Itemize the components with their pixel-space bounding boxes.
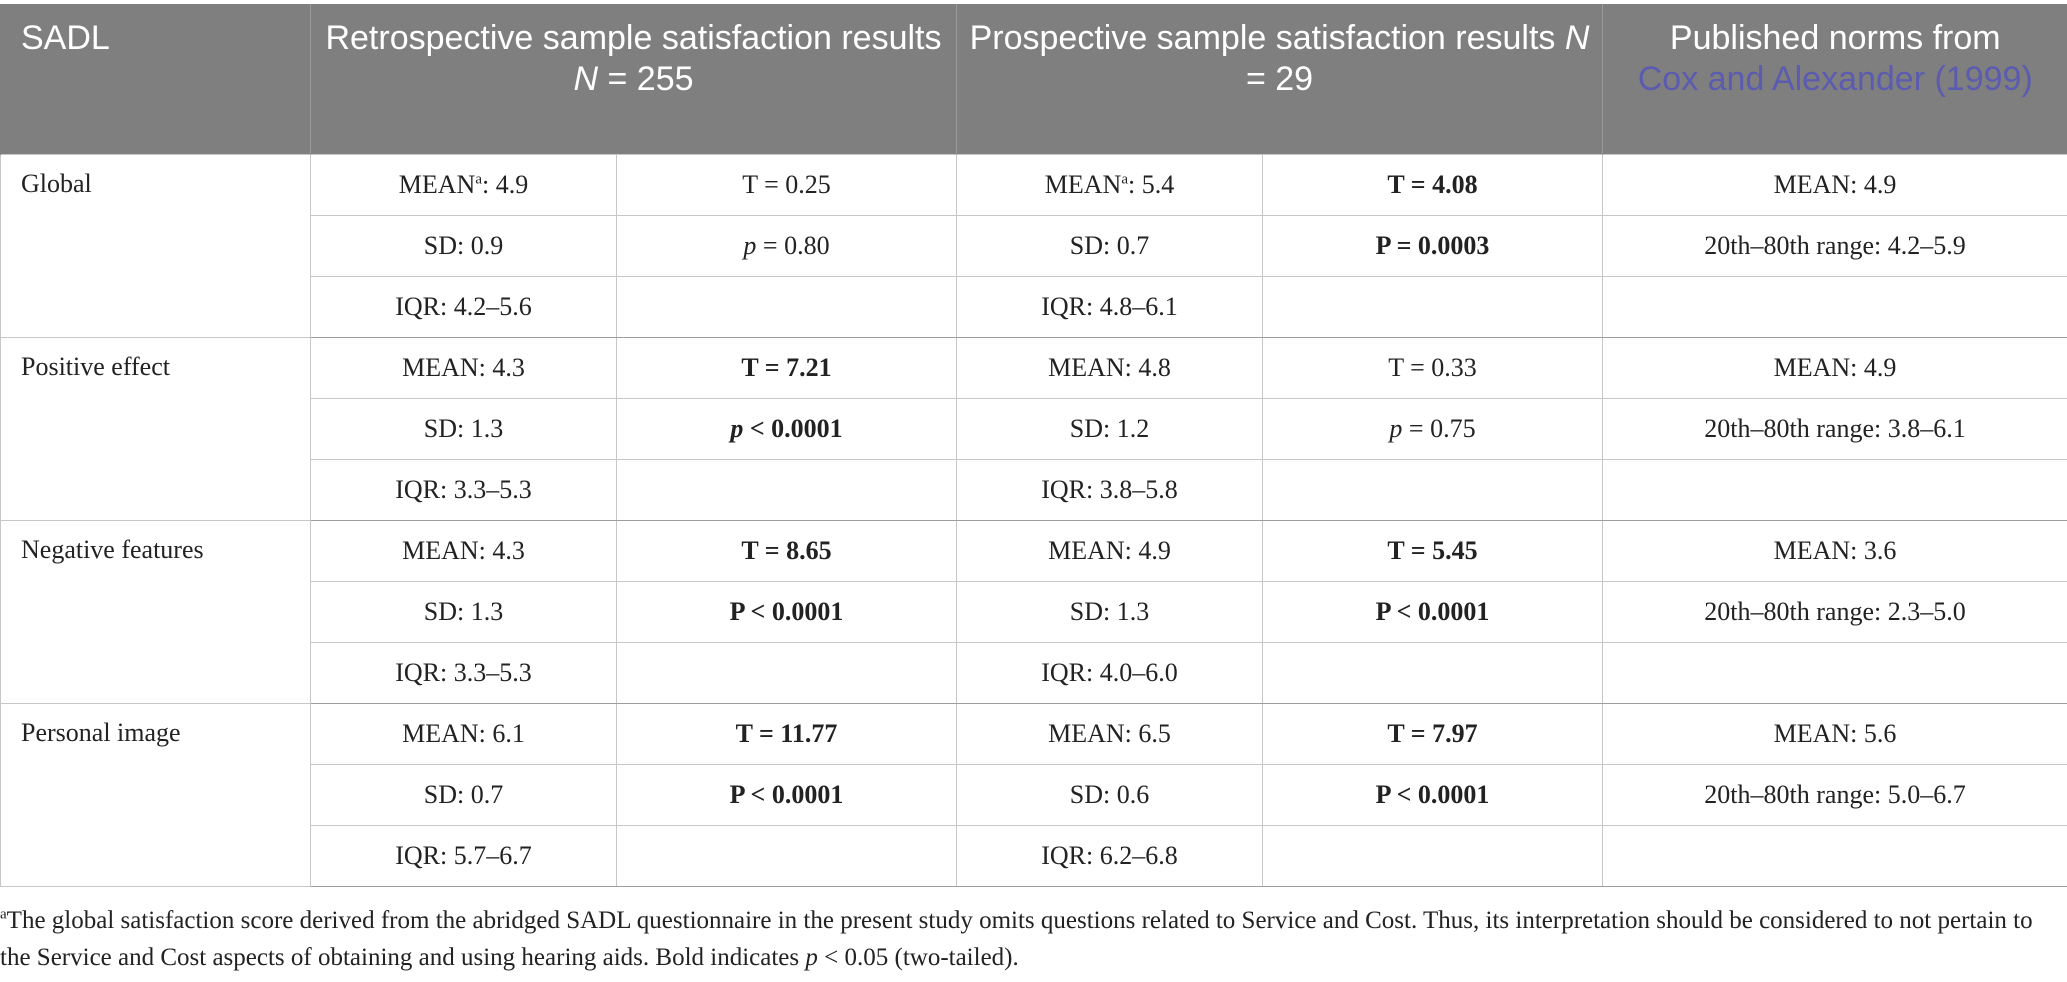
row-label-global: Global [0, 153, 311, 338]
sadl-table: SADL Retrospective sample satisfaction r… [0, 4, 2067, 887]
header-prospective: Prospective sample satisfaction results … [955, 4, 1603, 154]
cell-retro-stat: IQR: 3.3–5.3 [310, 641, 617, 704]
cell-retro-test [616, 275, 957, 338]
cell-prosp-stat: MEAN: 6.5 [956, 702, 1263, 765]
header-sadl: SADL [0, 4, 311, 154]
cell-norm: 20th–80th range: 5.0–6.7 [1602, 763, 2067, 826]
header-published-norms: Published norms from Cox and Alexander (… [1602, 4, 2067, 154]
table-row: IQR: 5.7–6.7 IQR: 6.2–6.8 [1, 824, 2067, 887]
header-retrospective: Retrospective sample satisfaction result… [310, 4, 957, 154]
row-label-personal-image: Personal image [0, 702, 311, 887]
cell-retro-stat: MEAN: 4.3 [310, 336, 617, 399]
table-row: SD: 0.7 P < 0.0001 SD: 0.6 P < 0.0001 20… [1, 763, 2067, 826]
table-row: Personal image MEAN: 6.1 T = 11.77 MEAN:… [0, 702, 2067, 887]
table-row: SD: 1.3 p < 0.0001 SD: 1.2 p = 0.75 20th… [1, 397, 2067, 460]
cell-prosp-test [1261, 641, 1604, 704]
cell-prosp-test: P < 0.0001 [1261, 763, 1604, 826]
cell-prosp-stat: SD: 0.6 [956, 763, 1263, 826]
cell-prosp-test: P < 0.0001 [1261, 580, 1604, 643]
cell-prosp-test: T = 7.97 [1261, 702, 1604, 765]
cell-norm: MEAN: 3.6 [1602, 519, 2067, 582]
cell-retro-stat: IQR: 5.7–6.7 [310, 824, 617, 887]
cell-prosp-stat: SD: 1.3 [956, 580, 1263, 643]
cell-retro-test: T = 8.65 [616, 519, 957, 582]
cell-retro-stat: IQR: 3.3–5.3 [310, 458, 617, 521]
cell-prosp-stat: SD: 1.2 [956, 397, 1263, 460]
cell-retro-test [616, 641, 957, 704]
row-label-negative-features: Negative features [0, 519, 311, 704]
cell-norm: 20th–80th range: 3.8–6.1 [1602, 397, 2067, 460]
row-label-positive-effect: Positive effect [0, 336, 311, 521]
cell-prosp-stat: IQR: 4.8–6.1 [956, 275, 1263, 338]
table-row: Global MEANa: 4.9 T = 0.25 MEANa: 5.4 T … [0, 153, 2067, 338]
table-row: Positive effect MEAN: 4.3 T = 7.21 MEAN:… [0, 336, 2067, 521]
cell-retro-test: p < 0.0001 [616, 397, 957, 460]
table-row: IQR: 3.3–5.3 IQR: 3.8–5.8 [1, 458, 2067, 521]
cell-prosp-test: p = 0.75 [1261, 397, 1604, 460]
cell-prosp-test [1261, 824, 1604, 887]
cell-prosp-test [1261, 458, 1604, 521]
header-row: SADL Retrospective sample satisfaction r… [0, 4, 2067, 154]
cell-prosp-test: T = 5.45 [1261, 519, 1604, 582]
cell-norm: 20th–80th range: 4.2–5.9 [1602, 214, 2067, 277]
cell-norm [1602, 275, 2067, 338]
cell-retro-stat: MEAN: 4.3 [310, 519, 617, 582]
cell-prosp-stat: MEAN: 4.9 [956, 519, 1263, 582]
table-row: IQR: 4.2–5.6 IQR: 4.8–6.1 [1, 275, 2067, 338]
cell-retro-test: p = 0.80 [616, 214, 957, 277]
cell-retro-test: P < 0.0001 [616, 763, 957, 826]
cell-prosp-stat: IQR: 6.2–6.8 [956, 824, 1263, 887]
cell-prosp-test [1261, 275, 1604, 338]
cell-norm [1602, 458, 2067, 521]
table-row: SD: 1.3 P < 0.0001 SD: 1.3 P < 0.0001 20… [1, 580, 2067, 643]
cell-prosp-test: P = 0.0003 [1261, 214, 1604, 277]
cell-retro-test: T = 7.21 [616, 336, 957, 399]
cell-retro-test: P < 0.0001 [616, 580, 957, 643]
cell-retro-stat: MEAN: 6.1 [310, 702, 617, 765]
cell-norm: MEAN: 4.9 [1602, 336, 2067, 399]
cell-prosp-test: T = 4.08 [1261, 153, 1604, 216]
cell-prosp-stat: IQR: 3.8–5.8 [956, 458, 1263, 521]
cell-retro-stat: SD: 0.9 [310, 214, 617, 277]
cell-norm: MEAN: 4.9 [1602, 153, 2067, 216]
cell-retro-test: T = 0.25 [616, 153, 957, 216]
cell-retro-stat: SD: 1.3 [310, 580, 617, 643]
cell-retro-test: T = 11.77 [616, 702, 957, 765]
cell-prosp-test: T = 0.33 [1261, 336, 1604, 399]
table-row: Negative features MEAN: 4.3 T = 8.65 MEA… [0, 519, 2067, 704]
table-row: IQR: 3.3–5.3 IQR: 4.0–6.0 [1, 641, 2067, 704]
table-row: SD: 0.9 p = 0.80 SD: 0.7 P = 0.0003 20th… [1, 214, 2067, 277]
cell-norm [1602, 824, 2067, 887]
cell-norm: 20th–80th range: 2.3–5.0 [1602, 580, 2067, 643]
cell-retro-test [616, 824, 957, 887]
cell-retro-stat: SD: 1.3 [310, 397, 617, 460]
cell-retro-stat: IQR: 4.2–5.6 [310, 275, 617, 338]
cell-norm: MEAN: 5.6 [1602, 702, 2067, 765]
cell-norm [1602, 641, 2067, 704]
cell-retro-test [616, 458, 957, 521]
cell-retro-stat: MEANa: 4.9 [310, 153, 617, 216]
cell-prosp-stat: IQR: 4.0–6.0 [956, 641, 1263, 704]
table-footnote: aThe global satisfaction score derived f… [0, 906, 2033, 971]
cell-prosp-stat: SD: 0.7 [956, 214, 1263, 277]
header-citation-link[interactable]: Cox and Alexander (1999) [1637, 60, 2033, 98]
header-published-norms-prefix: Published norms from [1669, 19, 2001, 57]
cell-retro-stat: SD: 0.7 [310, 763, 617, 826]
cell-prosp-stat: MEAN: 4.8 [956, 336, 1263, 399]
cell-prosp-stat: MEANa: 5.4 [956, 153, 1263, 216]
